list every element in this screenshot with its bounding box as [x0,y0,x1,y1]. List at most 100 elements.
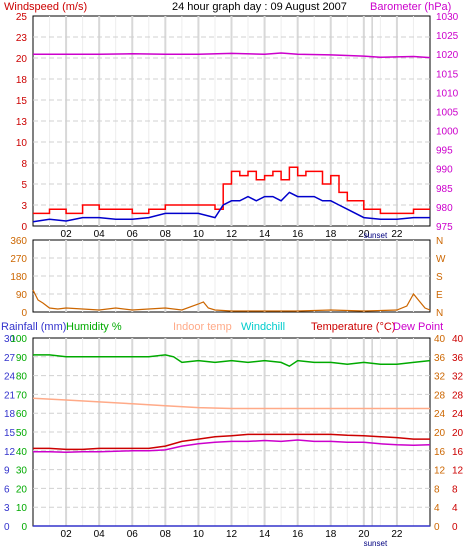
windspeed-axis-label: Windspeed (m/s) [4,1,87,13]
temperature-tick-label-right: 32 [452,372,464,383]
windspeed-tick-label: 15 [16,96,28,107]
barometer-tick-label: 1005 [436,107,459,118]
legend-temperature: Temperature (°C) [311,321,395,333]
wind-direction-tick-label: 270 [10,254,27,265]
compass-tick-label: N [436,236,443,247]
rainfall-tick-label: 6 [4,484,10,495]
p1-x-tick-label: 20 [358,229,370,240]
humidity-tick-label: 40 [16,447,28,458]
p1-sunset-label: sunset [364,231,388,240]
humidity-tick-label: 10 [16,503,28,514]
p1-x-tick-label: 16 [292,229,304,240]
temperature-tick-label-right: 8 [452,484,458,495]
wind-direction-tick-label: 360 [10,236,27,247]
p3-x-tick-label: 04 [94,529,106,540]
rainfall-tick-label: 30 [4,334,16,345]
temperature-tick-label-right: 16 [452,447,464,458]
temperature-tick-label-right: 36 [452,353,464,364]
temperature-tick-label: 16 [434,447,446,458]
chart-title: 24 hour graph day : 09 August 2007 [172,1,347,13]
panel3-legend: Rainfall (mm) Humidity % Indoor temp Win… [1,321,443,333]
compass-tick-label: N [436,308,443,319]
humidity-tick-label: 0 [21,522,27,533]
humidity-tick-label: 70 [16,390,28,401]
wind-direction-line [32,289,431,312]
temperature-tick-label: 4 [434,503,440,514]
indoor-temp-line [32,397,430,410]
p1-x-tick-label: 14 [259,229,271,240]
windspeed-tick-label: 13 [16,117,28,128]
rainfall-tick-label: 15 [4,428,16,439]
temperature-tick-label-right: 28 [452,390,464,401]
temperature-line [33,433,430,451]
legend-windchill: Windchill [241,321,285,333]
temperature-tick-label: 24 [434,409,446,420]
p1-x-tick-label: 10 [193,229,205,240]
temperature-tick-label: 28 [434,390,446,401]
rainfall-tick-label: 3 [4,503,10,514]
wind-direction-tick-label: 90 [16,290,28,301]
temperature-tick-label: 40 [434,334,446,345]
barometer-tick-label: 975 [436,222,453,233]
temperature-tick-label: 0 [434,522,440,533]
compass-tick-label: W [436,254,446,265]
temperature-tick-label-right: 20 [452,428,464,439]
humidity-tick-label: 20 [16,484,28,495]
humidity-tick-label: 90 [16,353,28,364]
wind-average-line [32,191,430,223]
barometer-tick-label: 1030 [436,12,459,23]
temperature-tick-label: 32 [434,372,446,383]
p3-x-tick-label: 20 [358,529,370,540]
windspeed-tick-label: 3 [21,201,27,212]
p1-x-tick-label: 22 [391,229,403,240]
barometer-tick-label: 985 [436,184,453,195]
windspeed-tick-label: 10 [16,138,28,149]
wind-gust-line [33,166,430,215]
windspeed-tick-label: 23 [16,33,28,44]
barometer-tick-label: 1025 [436,31,459,42]
temperature-tick-label: 12 [434,466,446,477]
rainfall-tick-label: 24 [4,372,16,383]
rainfall-tick-label: 9 [4,466,10,477]
p1-x-tick-label: 06 [127,229,139,240]
p3-x-tick-label: 08 [160,529,172,540]
p3-x-tick-label: 22 [391,529,403,540]
rainfall-tick-label: 27 [4,353,16,364]
windspeed-tick-label: 20 [16,54,28,65]
p3-x-tick-label: 12 [226,529,238,540]
temperature-tick-label-right: 24 [452,409,464,420]
temperature-tick-label-right: 0 [452,522,458,533]
p3-x-tick-label: 06 [127,529,139,540]
barometer-line [33,52,431,59]
rainfall-tick-label: 21 [4,390,16,401]
p1-x-tick-label: 18 [325,229,337,240]
dew-point-line [33,439,431,453]
wind-direction-tick-label: 180 [10,272,27,283]
windspeed-tick-label: 18 [16,75,28,86]
p3-x-tick-label: 14 [259,529,271,540]
barometer-tick-label: 1015 [436,69,459,80]
humidity-tick-label: 80 [16,372,28,383]
rainfall-tick-label: 12 [4,447,16,458]
temperature-tick-label: 36 [434,353,446,364]
rainfall-tick-label: 18 [4,409,16,420]
barometer-tick-label: 995 [436,146,453,157]
barometer-tick-label: 1010 [436,88,459,99]
legend-humidity: Humidity % [66,321,122,333]
temperature-tick-label: 8 [434,484,440,495]
barometer-tick-label: 990 [436,165,453,176]
humidity-tick-label: 60 [16,409,28,420]
p1-x-tick-label: 08 [160,229,172,240]
humidity-line [33,354,431,368]
legend-indoor-temp: Indoor temp [173,321,232,333]
wind-direction-tick-label: 0 [21,308,27,319]
windspeed-tick-label: 5 [21,180,27,191]
temperature-tick-label-right: 12 [452,466,464,477]
compass-tick-label: E [436,290,443,301]
humidity-tick-label: 50 [16,428,28,439]
windspeed-tick-label: 8 [21,159,27,170]
temperature-tick-label-right: 4 [452,503,458,514]
windspeed-tick-label: 0 [21,222,27,233]
p1-x-tick-label: 12 [226,229,238,240]
